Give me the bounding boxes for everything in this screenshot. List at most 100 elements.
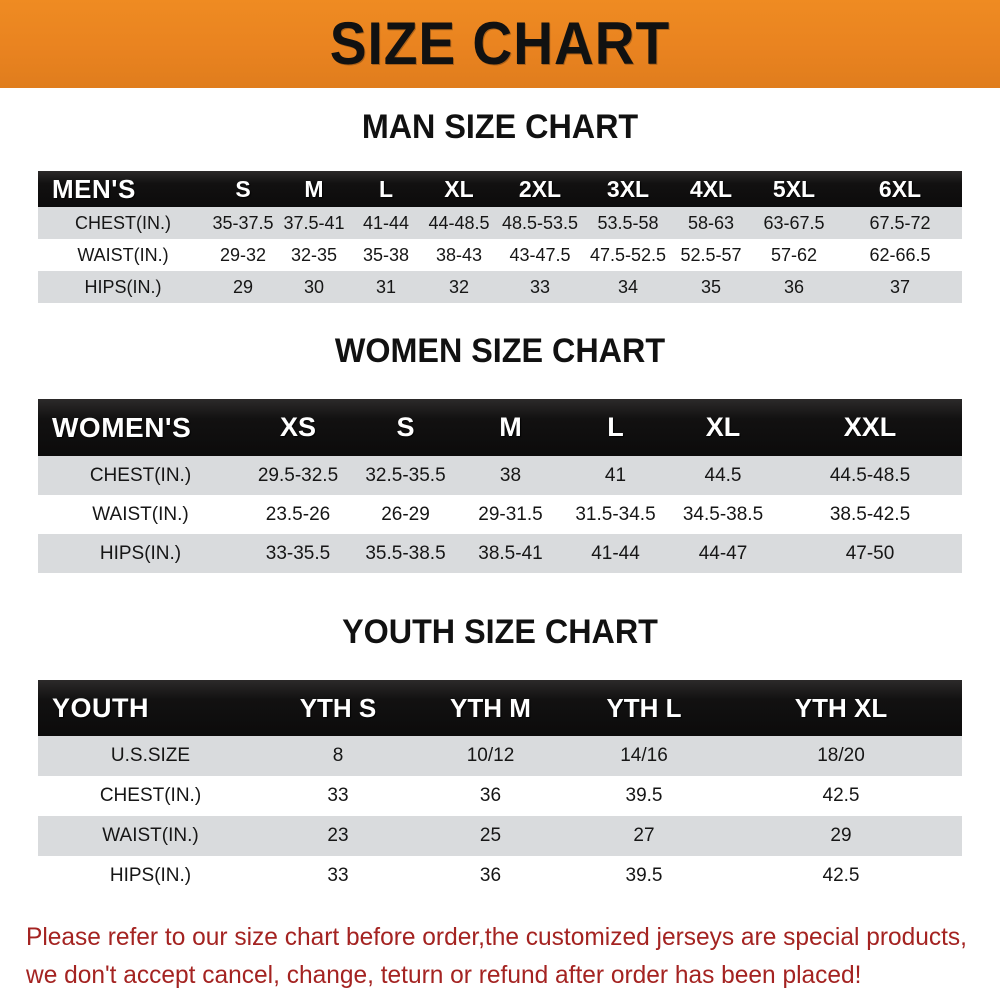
man-cell: 41-44: [362, 212, 410, 233]
women-row-label: HIPS(IN.): [99, 542, 182, 564]
man-cell: 35-38: [362, 244, 410, 265]
table-row: WAIST(IN.) 23 25 27 29: [38, 816, 962, 856]
youth-cell: 36: [479, 865, 502, 886]
man-row-label: WAIST(IN.): [77, 244, 169, 265]
youth-cell: 33: [327, 865, 349, 886]
man-section-title: MAN SIZE CHART: [361, 108, 639, 146]
table-row: U.S.SIZE 8 10/12 14/16 18/20: [38, 736, 962, 776]
youth-cell: 42.5: [822, 865, 860, 886]
youth-section-title: YOUTH SIZE CHART: [342, 613, 658, 651]
women-col-header: S: [396, 412, 415, 442]
women-cell: 35.5-38.5: [365, 542, 446, 564]
man-cell: 43-47.5: [509, 244, 571, 265]
youth-cell: 42.5: [822, 785, 860, 806]
man-table-header-row: MEN'S S M L XL 2XL 3XL 4XL 5XL 6XL: [38, 171, 962, 207]
youth-cell: 39.5: [625, 865, 663, 886]
man-cell: 62-66.5: [869, 244, 931, 265]
man-cell: 32: [448, 276, 470, 297]
women-corner-label: WOMEN'S: [52, 411, 192, 443]
man-col-header: XL: [444, 175, 474, 202]
youth-cell: 14/16: [620, 745, 668, 766]
youth-row-label: HIPS(IN.): [109, 865, 192, 886]
man-cell: 29-32: [219, 244, 267, 265]
women-cell: 41: [604, 464, 627, 486]
man-cell: 37.5-41: [283, 212, 345, 233]
table-row: CHEST(IN.) 35-37.5 37.5-41 41-44 44-48.5…: [38, 207, 962, 239]
women-cell: 33-35.5: [265, 542, 331, 564]
table-row: HIPS(IN.) 33-35.5 35.5-38.5 38.5-41 41-4…: [38, 534, 962, 573]
man-cell: 30: [303, 276, 325, 297]
man-col-header: 6XL: [878, 175, 922, 202]
man-cell: 35-37.5: [212, 212, 274, 233]
man-cell: 37: [889, 276, 911, 297]
man-col-header: 2XL: [518, 175, 562, 202]
women-cell: 41-44: [591, 542, 640, 564]
table-row: WAIST(IN.) 29-32 32-35 35-38 38-43 43-47…: [38, 239, 962, 271]
youth-cell: 36: [479, 785, 502, 806]
women-cell: 38: [499, 464, 522, 486]
women-cell: 31.5-34.5: [575, 503, 656, 525]
youth-corner-label: YOUTH: [52, 692, 149, 723]
women-row-label: CHEST(IN.): [89, 464, 192, 486]
women-col-header: XXL: [843, 412, 897, 442]
women-cell: 34.5-38.5: [682, 503, 764, 525]
women-cell: 26-29: [381, 503, 430, 525]
header-banner: SIZE CHART: [0, 0, 1000, 88]
table-row: CHEST(IN.) 29.5-32.5 32.5-35.5 38 41 44.…: [38, 456, 962, 495]
women-col-header: XL: [705, 412, 741, 442]
man-cell: 47.5-52.5: [589, 244, 667, 265]
women-cell: 44.5: [704, 464, 742, 486]
youth-cell: 10/12: [466, 745, 515, 766]
women-cell: 44.5-48.5: [829, 464, 911, 486]
page-title: SIZE CHART: [329, 10, 671, 77]
man-cell: 36: [783, 276, 805, 297]
man-corner-label: MEN'S: [52, 173, 136, 204]
man-cell: 58-63: [687, 212, 735, 233]
youth-col-header: YTH M: [450, 692, 531, 723]
man-cell: 38-43: [435, 244, 483, 265]
youth-cell: 29: [830, 825, 852, 846]
women-cell: 29-31.5: [478, 503, 543, 525]
man-cell: 44-48.5: [428, 212, 490, 233]
table-row: HIPS(IN.) 33 36 39.5 42.5: [38, 856, 962, 896]
women-cell: 47-50: [845, 542, 895, 564]
man-col-header: M: [304, 175, 324, 202]
table-row: CHEST(IN.) 33 36 39.5 42.5: [38, 776, 962, 816]
man-cell: 52.5-57: [680, 244, 742, 265]
women-col-header: M: [499, 412, 522, 442]
youth-cell: 25: [479, 825, 502, 846]
women-cell: 44-47: [698, 542, 748, 564]
man-cell: 33: [529, 276, 551, 297]
man-col-header: L: [378, 175, 394, 202]
women-col-header: L: [607, 412, 624, 442]
man-row-label: HIPS(IN.): [84, 276, 162, 297]
man-cell: 48.5-53.5: [501, 212, 579, 233]
women-cell: 32.5-35.5: [365, 464, 446, 486]
table-row: WAIST(IN.) 23.5-26 26-29 29-31.5 31.5-34…: [38, 495, 962, 534]
youth-cell: 8: [332, 745, 344, 766]
youth-cell: 39.5: [625, 785, 663, 806]
man-cell: 57-62: [770, 244, 818, 265]
youth-cell: 18/20: [817, 745, 865, 766]
man-cell: 35: [700, 276, 722, 297]
table-row: HIPS(IN.) 29 30 31 32 33 34 35 36 37: [38, 271, 962, 303]
man-cell: 53.5-58: [597, 212, 659, 233]
youth-col-header: YTH L: [606, 692, 682, 723]
man-col-header: 3XL: [606, 175, 650, 202]
women-col-header: XS: [279, 412, 317, 442]
man-col-header: S: [235, 175, 251, 202]
youth-row-label: U.S.SIZE: [110, 745, 191, 766]
women-row-label: WAIST(IN.): [92, 503, 189, 525]
man-col-header: 5XL: [772, 175, 816, 202]
footer-line-2: we don't accept cancel, change, teturn o…: [26, 961, 862, 989]
youth-table-header-row: YOUTH YTH S YTH M YTH L YTH XL: [38, 680, 962, 736]
man-row-label: CHEST(IN.): [75, 212, 171, 233]
youth-row-label: WAIST(IN.): [102, 825, 199, 846]
youth-size-table: YOUTH YTH S YTH M YTH L YTH XL U.S.SIZE …: [38, 680, 962, 896]
women-table-header-row: WOMEN'S XS S M L XL XXL: [38, 399, 962, 456]
man-cell: 32-35: [290, 244, 338, 265]
man-cell: 29: [232, 276, 254, 297]
footer-line-1: Please refer to our size chart before or…: [26, 923, 967, 951]
women-section-title: WOMEN SIZE CHART: [334, 332, 666, 370]
